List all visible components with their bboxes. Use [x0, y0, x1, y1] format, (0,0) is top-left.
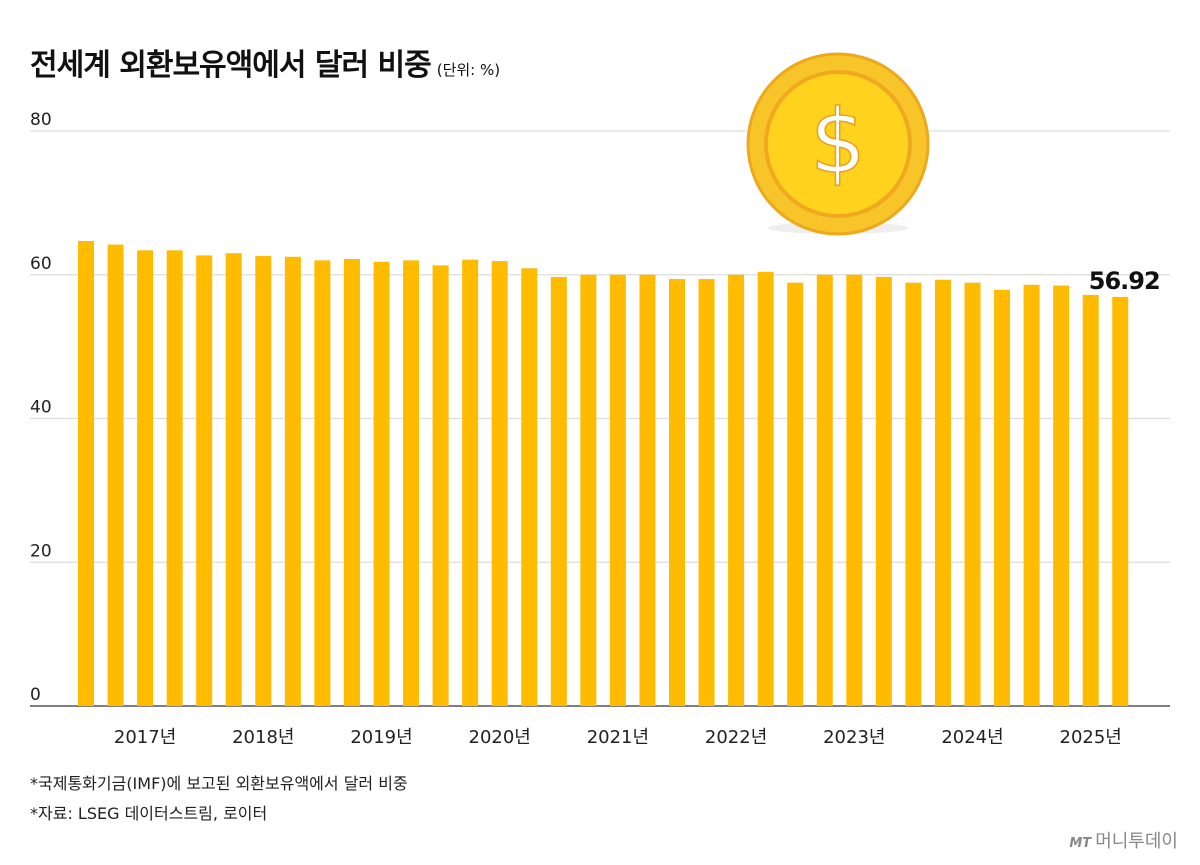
x-tick-label: 2025년 — [1060, 727, 1122, 748]
bar — [550, 276, 567, 706]
footnote-source: *자료: LSEG 데이터스트림, 로이터 — [30, 804, 268, 823]
logo-mark: MT — [1069, 836, 1092, 851]
bar — [284, 256, 301, 706]
bar — [816, 274, 833, 706]
y-tick-label: 40 — [30, 398, 52, 418]
logo-name: 머니투데이 — [1095, 831, 1178, 852]
dollar-coin-illustration: $ — [746, 52, 930, 236]
bar — [609, 274, 626, 706]
dollar-sign: $ — [810, 90, 866, 193]
x-tick-label: 2020년 — [469, 727, 531, 748]
bar — [521, 268, 538, 706]
x-tick-label: 2017년 — [114, 727, 176, 748]
bar — [846, 274, 863, 706]
bar — [107, 244, 124, 706]
bar — [1082, 294, 1099, 706]
last-value-label: 56.92 — [1089, 267, 1160, 295]
unit-label: (단위: %) — [436, 61, 501, 79]
bar — [196, 255, 213, 706]
x-tick-label: 2018년 — [232, 727, 294, 748]
x-tick-label: 2022년 — [705, 727, 767, 748]
bar — [343, 258, 360, 706]
title-text: 전세계 외환보유액에서 달러 비중 — [30, 48, 432, 83]
x-tick-label: 2019년 — [350, 727, 412, 748]
y-tick-label: 60 — [30, 254, 52, 274]
bar — [580, 274, 597, 706]
bar — [875, 276, 892, 706]
bar — [1112, 296, 1129, 706]
bar — [491, 261, 508, 706]
footnote-imf: *국제통화기금(IMF)에 보고된 외환보유액에서 달러 비중 — [30, 774, 408, 793]
bar — [994, 289, 1011, 706]
bar — [78, 240, 94, 706]
y-tick-label: 20 — [30, 541, 52, 561]
bar — [432, 265, 449, 706]
bar — [255, 256, 272, 706]
bar — [1053, 285, 1070, 706]
bar — [314, 260, 331, 706]
brand-logo: MT 머니투데이 — [1069, 827, 1178, 853]
bar — [787, 282, 804, 706]
x-tick-label: 2024년 — [941, 727, 1003, 748]
bar — [403, 260, 420, 706]
bar — [934, 279, 951, 706]
x-tick-label: 2021년 — [587, 727, 649, 748]
y-tick-label: 80 — [30, 110, 52, 130]
chart-title: 전세계 외환보유액에서 달러 비중 (단위: %) — [30, 40, 500, 84]
bar — [462, 259, 479, 706]
x-tick-label: 2023년 — [823, 727, 885, 748]
bar — [225, 253, 242, 706]
bar — [137, 250, 154, 706]
bar — [905, 282, 922, 706]
bar — [728, 274, 745, 706]
bar — [639, 274, 656, 706]
bar — [166, 250, 183, 706]
y-tick-label: 0 — [30, 685, 41, 705]
bar — [698, 279, 715, 706]
bar — [964, 282, 981, 706]
bar — [669, 279, 685, 706]
bar — [1023, 284, 1040, 706]
bar — [373, 261, 390, 706]
bar — [757, 271, 774, 706]
